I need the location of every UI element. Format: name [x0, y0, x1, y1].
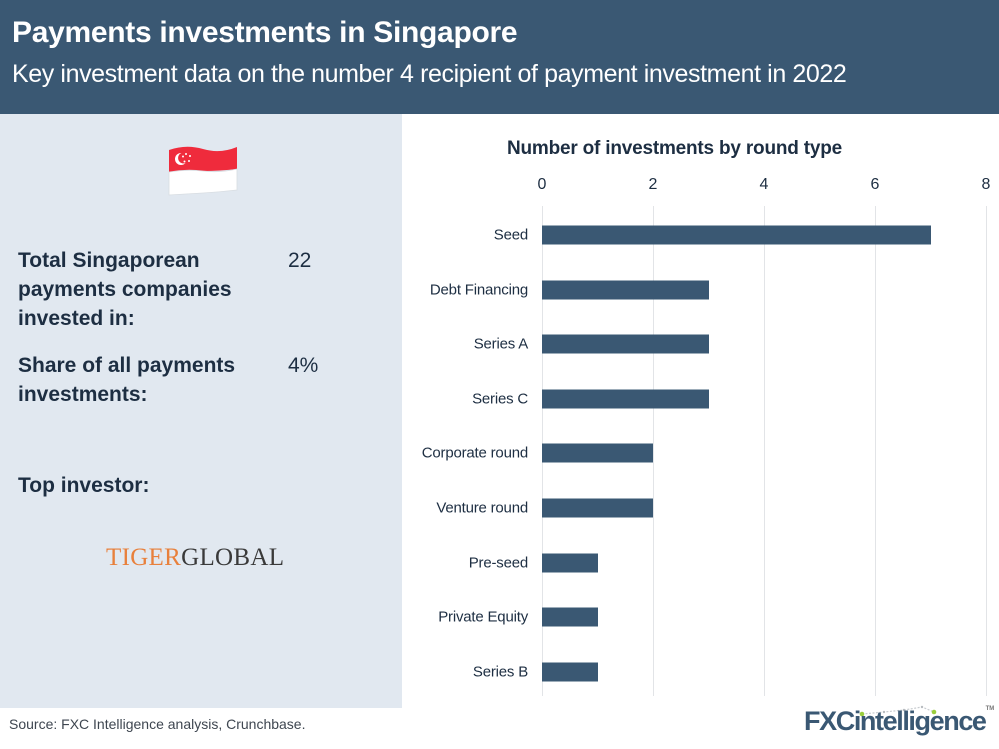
stat-value-share: 4%	[288, 354, 319, 377]
logo-part-tiger: TIGER	[106, 544, 182, 571]
gridline	[875, 206, 876, 696]
source-note: Source: FXC Intelligence analysis, Crunc…	[9, 716, 306, 732]
tiger-global-logo: TIGERGLOBAL	[106, 544, 284, 572]
x-tick-label: 4	[759, 176, 769, 193]
trademark-mark: TM	[985, 706, 995, 712]
bar	[542, 225, 931, 245]
brand-part-fxc: FXC	[804, 706, 855, 736]
header-banner: Payments investments in Singapore Key in…	[0, 0, 999, 114]
stat-label-share: Share of all payments investments:	[18, 354, 236, 406]
bar	[542, 607, 598, 627]
category-label: Seed	[493, 226, 528, 244]
x-tick-label: 6	[870, 176, 880, 193]
page-subtitle: Key investment data on the number 4 reci…	[12, 60, 847, 88]
chart-title: Number of investments by round type	[506, 138, 843, 159]
x-tick-label: 2	[648, 176, 658, 193]
category-label: Debt Financing	[429, 281, 528, 299]
stat-value-total-companies: 22	[288, 249, 312, 272]
bar	[542, 498, 653, 518]
bar	[542, 280, 709, 300]
x-tick-label: 0	[537, 176, 547, 193]
brand-chart-line-icon	[859, 705, 937, 717]
stat-label-total-companies: Total Singaporean payments companies inv…	[18, 249, 232, 330]
bar-chart: Number of investments by round type 0 2 4 6…	[402, 114, 999, 708]
top-investor-label: Top investor:	[18, 474, 150, 497]
category-label: Series C	[472, 390, 528, 408]
bar	[542, 334, 709, 354]
gridline	[986, 206, 987, 696]
bar	[542, 389, 709, 409]
fxc-intelligence-logo: FXCintelligenceTM	[804, 706, 994, 737]
page-title: Payments investments in Singapore	[12, 16, 518, 49]
category-label: Corporate round	[421, 444, 528, 462]
category-label: Series B	[472, 663, 528, 681]
category-label: Pre-seed	[468, 554, 528, 572]
category-label: Private Equity	[438, 608, 528, 626]
brand-part-intelligence: intelligence	[853, 706, 987, 736]
category-label: Series A	[473, 335, 528, 353]
singapore-flag-icon	[168, 146, 238, 196]
bar	[542, 553, 598, 573]
bar	[542, 443, 653, 463]
logo-part-global: GLOBAL	[181, 544, 285, 571]
gridline	[653, 206, 654, 696]
key-stats-panel: Total Singaporean payments companies inv…	[0, 114, 402, 708]
bar	[542, 662, 598, 682]
gridline	[764, 206, 765, 696]
category-label: Venture round	[436, 499, 528, 517]
x-tick-label: 8	[981, 176, 991, 193]
